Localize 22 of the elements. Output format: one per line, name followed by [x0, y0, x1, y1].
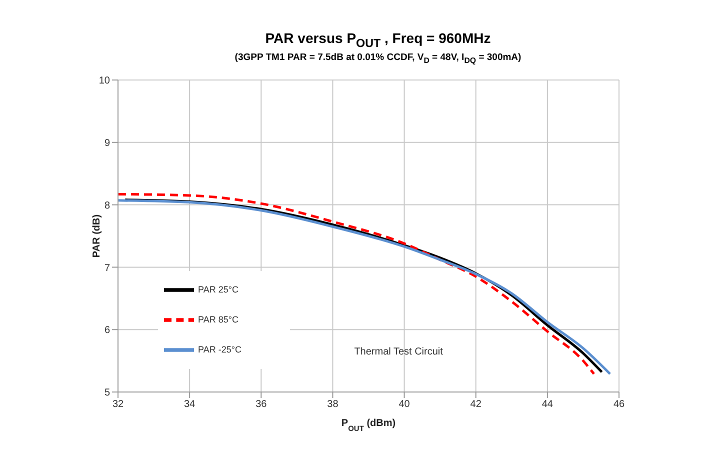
x-tick-label: 36: [256, 399, 268, 410]
y-tick-label: 7: [104, 262, 110, 274]
x-tick-label: 38: [327, 399, 339, 410]
y-tick-label: 8: [104, 200, 110, 212]
legend-label: PAR 85°C: [198, 314, 238, 324]
x-tick-label: 40: [398, 399, 410, 410]
y-tick-label: 5: [104, 388, 110, 399]
y-tick-label: 10: [98, 76, 110, 87]
x-tick-label: 32: [112, 399, 124, 410]
x-tick-label: 34: [184, 399, 196, 410]
y-axis-title: PAR (dB): [92, 214, 103, 258]
legend-label: PAR -25°C: [198, 344, 242, 354]
x-tick-label: 42: [470, 399, 482, 410]
annotation: Thermal Test Circuit: [354, 346, 444, 358]
legend-label: PAR 25°C: [198, 284, 238, 294]
x-tick-label: 44: [542, 399, 554, 410]
y-tick-label: 9: [104, 138, 110, 149]
x-axis-title: P$_{OUT}$ (dBm): [341, 418, 396, 432]
y-tick-label: 6: [104, 325, 110, 336]
chart-title: PAR versus P$_{OUT}$ , Freq = 960MHz: [264, 30, 492, 50]
chart-subtitle: (3GPP TM1 PAR = 7.5dB at 0.01% CCDF, V$_{D}$ = 48V, I$_{DQ}$ = 300mA): [234, 52, 522, 65]
x-tick-label: 46: [613, 399, 625, 410]
